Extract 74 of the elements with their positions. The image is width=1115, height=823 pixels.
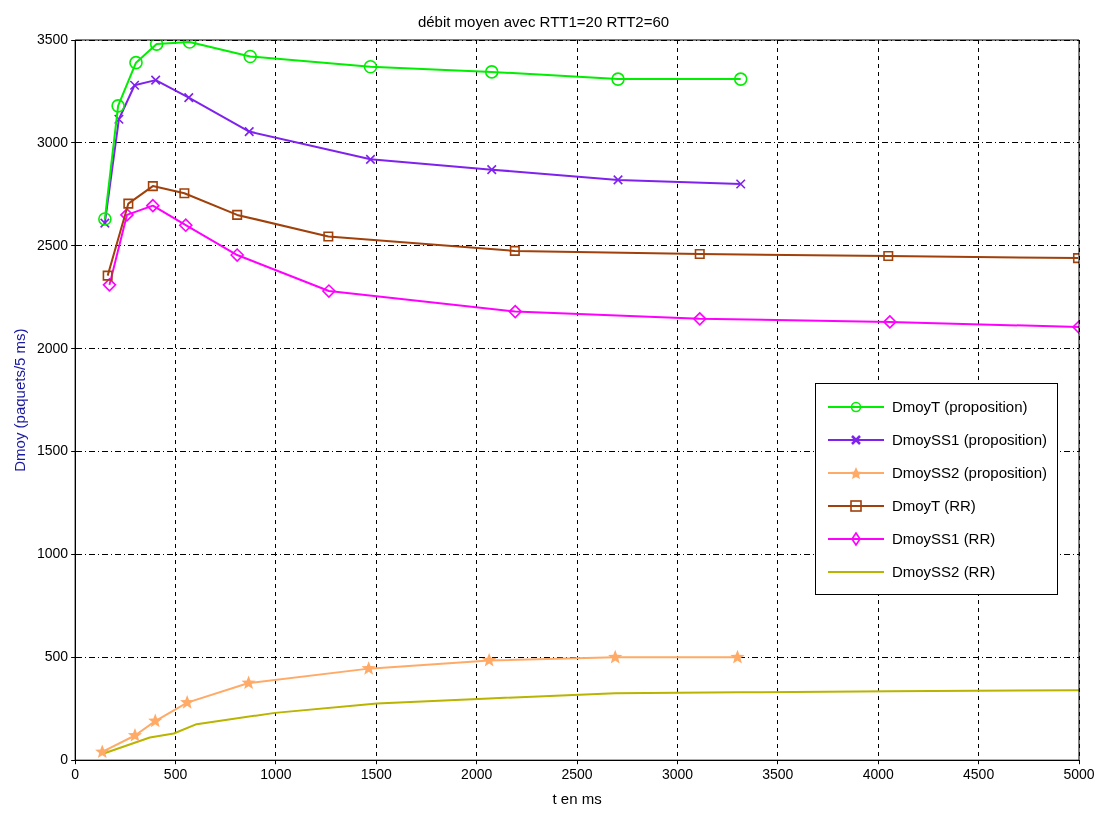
legend-label: DmoySS1 (proposition) <box>891 431 1047 448</box>
point <box>180 695 195 709</box>
point <box>694 248 705 260</box>
point <box>102 270 113 281</box>
point <box>111 99 125 113</box>
y-tick-label: 3000 <box>36 133 69 150</box>
point <box>129 55 143 70</box>
point <box>883 251 894 262</box>
legend-label: DmoySS1 (RR) <box>891 530 996 547</box>
x-tick-label: 4500 <box>963 766 995 783</box>
y-axis-title: Dmoy (paquets/5 ms) <box>11 328 29 472</box>
point <box>149 40 164 51</box>
point <box>113 114 124 125</box>
x-tick-label: 2500 <box>561 766 593 783</box>
point <box>230 248 244 262</box>
point <box>323 231 334 242</box>
point <box>99 218 110 229</box>
y-tick-label: 2500 <box>36 236 69 253</box>
point <box>692 312 707 326</box>
point <box>486 164 497 175</box>
point <box>241 675 256 690</box>
y-tick-label: 1500 <box>36 442 69 459</box>
y-tick-label: 1000 <box>36 545 69 562</box>
point <box>232 209 243 220</box>
point <box>482 652 497 667</box>
x-tick-label: 3500 <box>762 766 794 783</box>
legend-label: DmoySS2 (RR) <box>891 563 996 580</box>
point <box>148 713 163 728</box>
x-tick-label: 2000 <box>461 766 493 783</box>
point <box>243 49 258 64</box>
legend-label: DmoyT (RR) <box>891 497 976 514</box>
point <box>508 304 523 319</box>
point <box>611 72 625 86</box>
point <box>608 649 623 664</box>
x-tick-label: 0 <box>71 766 80 783</box>
y-tick-label: 2000 <box>36 339 69 356</box>
point <box>730 649 745 664</box>
point <box>95 744 110 759</box>
point <box>123 198 134 209</box>
point <box>733 72 748 86</box>
point <box>484 65 499 79</box>
point <box>183 92 194 103</box>
legend-label: DmoySS2 (proposition) <box>891 464 1047 481</box>
point <box>98 212 112 226</box>
point <box>179 188 190 199</box>
point <box>322 284 336 298</box>
point <box>120 208 134 222</box>
point <box>147 181 158 192</box>
x-tick-label: 3000 <box>661 766 694 783</box>
point <box>150 75 161 86</box>
chart-title: débit moyen avec RTT1=20 RTT2=60 <box>417 13 670 31</box>
y-tick-label: 500 <box>44 648 69 665</box>
point <box>365 154 376 165</box>
point <box>102 278 117 292</box>
x-tick-label: 5000 <box>1063 766 1095 783</box>
x-tick-label: 1000 <box>260 766 292 783</box>
y-tick-label: 3500 <box>36 30 69 47</box>
point <box>509 245 520 256</box>
point <box>361 661 376 675</box>
point <box>244 126 255 137</box>
point <box>883 315 897 329</box>
point <box>129 80 140 91</box>
point <box>735 179 746 190</box>
point <box>178 218 193 232</box>
x-tick-label: 4000 <box>862 766 895 783</box>
legend-label: DmoyT (proposition) <box>891 398 1028 415</box>
x-tick-label: 1500 <box>360 766 393 783</box>
point <box>612 174 624 185</box>
point <box>363 59 378 74</box>
x-axis-title: t en ms <box>552 790 602 808</box>
x-tick-label: 500 <box>163 766 188 783</box>
point <box>146 198 160 213</box>
y-tick-label: 0 <box>60 751 69 768</box>
point <box>127 728 143 742</box>
